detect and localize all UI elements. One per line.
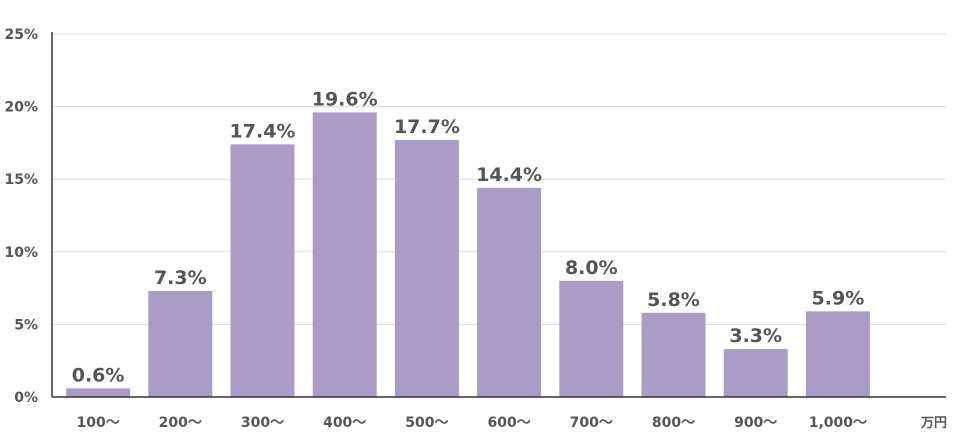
- bar: [230, 144, 295, 397]
- data-label: 14.4%: [476, 164, 542, 186]
- axes: [51, 32, 946, 398]
- bar: [559, 280, 624, 397]
- data-label: 0.6%: [72, 364, 125, 386]
- y-tick-label: 15%: [4, 172, 38, 188]
- bar: [312, 112, 377, 398]
- x-tick-label: 400〜: [323, 415, 366, 431]
- y-tick-label: 10%: [4, 245, 38, 261]
- y-tick-label: 20%: [4, 100, 38, 116]
- bar: [477, 187, 542, 397]
- bar: [148, 291, 213, 397]
- data-label: 8.0%: [565, 257, 618, 279]
- bar: [723, 349, 788, 397]
- y-tick-label: 0%: [14, 390, 38, 406]
- data-label: 5.9%: [812, 287, 865, 309]
- x-tick-label: 900〜: [734, 415, 777, 431]
- x-tick-label: 100〜: [76, 415, 119, 431]
- bars: [66, 112, 870, 398]
- bar: [66, 388, 131, 397]
- bar: [805, 311, 870, 397]
- x-tick-label: 700〜: [570, 415, 613, 431]
- y-tick-label: 5%: [14, 317, 38, 333]
- data-label: 17.4%: [230, 120, 296, 142]
- x-tick-label: 800〜: [652, 415, 695, 431]
- y-tick-label: 25%: [4, 27, 38, 43]
- data-label: 5.8%: [647, 289, 700, 311]
- bar: [394, 139, 459, 397]
- data-label: 19.6%: [312, 88, 378, 110]
- gridlines: [52, 33, 946, 325]
- x-tick-label: 600〜: [487, 415, 530, 431]
- x-axis-unit-label: 万円: [920, 416, 947, 431]
- bar: [641, 312, 706, 397]
- x-tick-label: 500〜: [405, 415, 448, 431]
- labels: 0% 5% 10% 15% 20% 25% 0.6% 100〜 7.3% 200〜 17.4% 300…: [4, 27, 867, 431]
- x-tick-label: 1,000〜: [809, 415, 867, 431]
- x-tick-label: 300〜: [241, 415, 284, 431]
- data-label: 7.3%: [154, 267, 207, 289]
- data-label: 3.3%: [729, 325, 782, 347]
- x-tick-label: 200〜: [159, 415, 202, 431]
- data-label: 17.7%: [394, 116, 460, 138]
